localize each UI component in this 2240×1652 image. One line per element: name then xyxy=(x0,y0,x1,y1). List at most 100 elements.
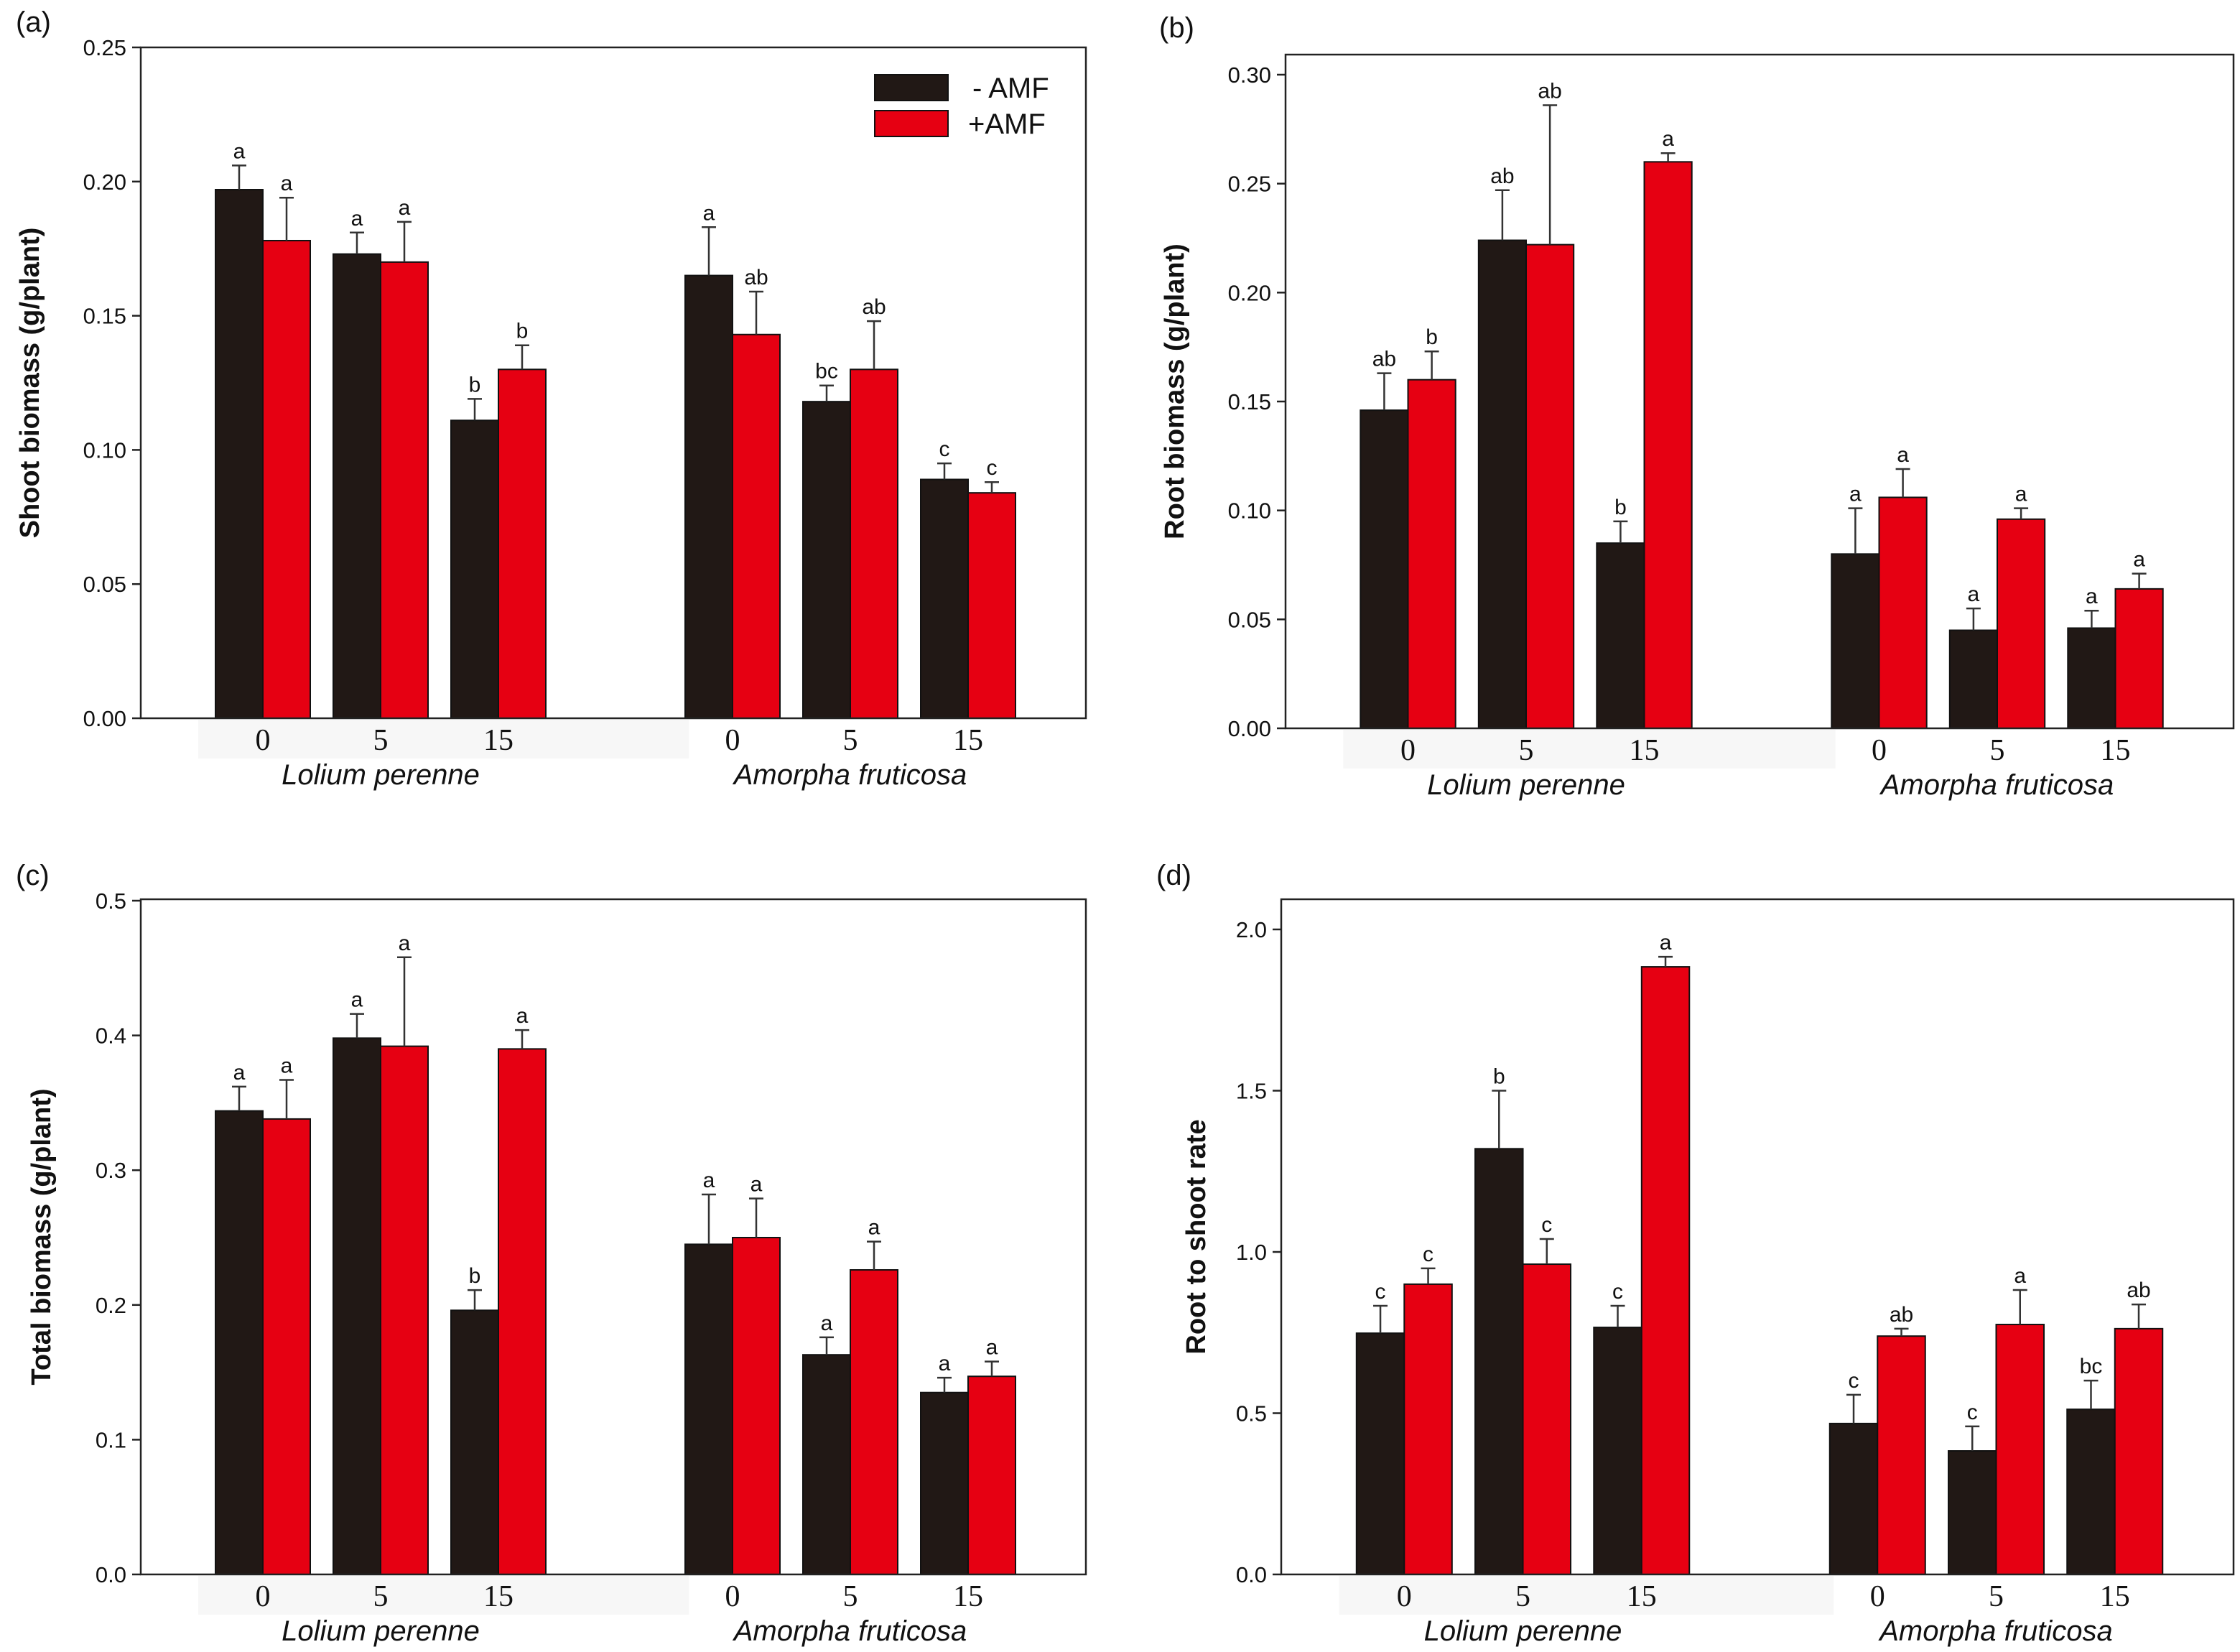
significance-letter: bc xyxy=(815,360,838,384)
y-tick-label: 0.00 xyxy=(83,706,126,731)
significance-letter: a xyxy=(351,988,363,1012)
legend-swatch-plus-amf xyxy=(874,110,949,137)
significance-letter: a xyxy=(1660,931,1672,955)
group-label: Amorpha fruticosa xyxy=(733,759,967,791)
x-tick-label: 5 xyxy=(1515,1580,1530,1613)
bar-minus-amf xyxy=(1593,1327,1642,1576)
significance-letter: c xyxy=(1375,1280,1386,1304)
y-tick-label: 0.15 xyxy=(1228,389,1271,414)
x-tick-label: 0 xyxy=(1397,1580,1412,1613)
bar-minus-amf xyxy=(215,1110,264,1575)
bar-plus-amf xyxy=(967,1375,1016,1576)
y-tick-label: 0.25 xyxy=(83,35,126,60)
y-tick-label: 0.2 xyxy=(96,1293,126,1318)
x-tick-label: 5 xyxy=(843,1580,858,1613)
bar-minus-amf xyxy=(1477,239,1528,729)
x-tick-label: 5 xyxy=(843,724,858,757)
y-tick-label: 0.20 xyxy=(1228,280,1271,305)
x-tick-label: 0 xyxy=(1870,1580,1885,1613)
significance-letter: a xyxy=(703,201,715,225)
y-tick-label: 0.05 xyxy=(83,572,126,597)
significance-letter: bc xyxy=(2080,1355,2103,1378)
group-label: Lolium perenne xyxy=(1427,769,1625,801)
bar-plus-amf xyxy=(1643,161,1693,730)
y-tick-label: 0.1 xyxy=(96,1427,126,1452)
panel-label: (b) xyxy=(1159,12,1194,44)
x-tick-label: 15 xyxy=(2101,734,2131,767)
significance-letter: b xyxy=(516,320,529,343)
x-tick-label: 15 xyxy=(953,724,983,757)
x-tick-label: 15 xyxy=(953,1580,983,1613)
significance-letter: a xyxy=(516,1004,529,1028)
significance-letter: a xyxy=(351,207,363,231)
bar-minus-amf xyxy=(802,401,851,719)
x-tick-label: 5 xyxy=(1990,734,2005,767)
x-tick-label: 15 xyxy=(1630,734,1660,767)
panel-a: aababccaabababc0.000.050.100.150.200.250… xyxy=(15,6,1087,791)
significance-letter: a xyxy=(750,1173,763,1197)
significance-letter: b xyxy=(1426,325,1438,349)
group-label: Lolium perenne xyxy=(1424,1615,1622,1647)
x-tick-label: 0 xyxy=(256,724,271,757)
bar-minus-amf xyxy=(1474,1148,1524,1575)
x-label-band xyxy=(198,720,689,758)
significance-letter: c xyxy=(1849,1369,1859,1393)
significance-letter: a xyxy=(1849,483,1862,506)
significance-letter: a xyxy=(233,1061,246,1085)
x-tick-label: 15 xyxy=(2100,1580,2130,1613)
significance-letter: a xyxy=(703,1169,715,1192)
y-tick-label: 0.15 xyxy=(83,304,126,329)
significance-letter: a xyxy=(281,172,293,195)
x-tick-label: 0 xyxy=(725,1580,740,1613)
plot-frame xyxy=(1284,53,2235,730)
significance-letter: ab xyxy=(1490,164,1514,188)
group-label: Lolium perenne xyxy=(282,1615,480,1647)
bar-plus-amf xyxy=(967,492,1016,720)
bar-plus-amf xyxy=(850,368,898,719)
bar-minus-amf xyxy=(1948,629,1999,729)
significance-letter: c xyxy=(1423,1243,1433,1266)
y-tick-label: 0.4 xyxy=(96,1024,126,1049)
bar-plus-amf xyxy=(1403,1283,1453,1576)
legend-label: +AMF xyxy=(968,108,1046,140)
significance-letter: ab xyxy=(862,295,886,319)
significance-letter: c xyxy=(939,437,950,461)
x-tick-label: 15 xyxy=(483,1580,513,1613)
significance-letter: c xyxy=(1612,1280,1623,1304)
bar-plus-amf xyxy=(380,1045,429,1576)
significance-letter: ab xyxy=(744,266,768,289)
group-label: Amorpha fruticosa xyxy=(1878,1615,2113,1647)
significance-letter: a xyxy=(233,139,246,163)
y-tick-label: 0.10 xyxy=(1228,498,1271,524)
y-axis-label: Total biomass (g/plant) xyxy=(27,1088,57,1385)
bar-minus-amf xyxy=(920,478,969,719)
bar-plus-amf xyxy=(2114,588,2164,729)
plot-frame xyxy=(1280,898,2235,1576)
significance-letter: a xyxy=(868,1216,880,1240)
significance-letter: a xyxy=(939,1352,951,1375)
x-tick-label: 5 xyxy=(373,724,389,757)
bar-plus-amf xyxy=(2114,1327,2164,1576)
bar-plus-amf xyxy=(1525,243,1575,730)
bar-minus-amf xyxy=(1596,542,1645,730)
significance-letter: ab xyxy=(1372,348,1396,371)
bar-minus-amf xyxy=(684,274,733,719)
x-tick-label: 5 xyxy=(373,1580,389,1613)
significance-letter: a xyxy=(986,1336,998,1360)
y-axis-label: Root biomass (g/plant) xyxy=(1160,243,1190,539)
panel-label: (c) xyxy=(16,860,50,891)
significance-letter: b xyxy=(469,373,481,396)
significance-letter: a xyxy=(1897,443,1909,467)
bar-minus-amf xyxy=(1828,1422,1879,1576)
y-tick-label: 1.5 xyxy=(1236,1079,1267,1104)
bar-plus-amf xyxy=(1877,1335,1926,1575)
bar-plus-amf xyxy=(262,1118,311,1575)
bar-minus-amf xyxy=(920,1391,969,1575)
significance-letter: a xyxy=(821,1312,833,1335)
significance-letter: b xyxy=(1614,496,1627,519)
significance-letter: a xyxy=(2014,1264,2026,1288)
